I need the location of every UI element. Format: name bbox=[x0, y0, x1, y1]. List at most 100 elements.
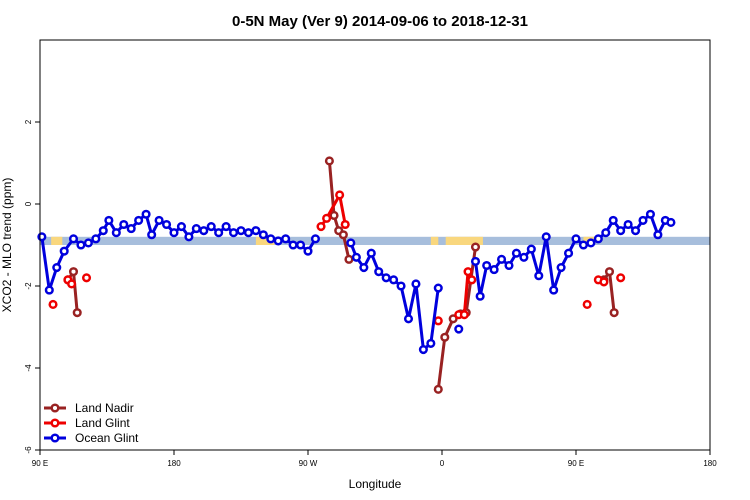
data-point bbox=[645, 209, 655, 219]
band-fill bbox=[40, 236, 710, 245]
band-highlight bbox=[445, 236, 483, 245]
data-point bbox=[335, 190, 345, 200]
data-point bbox=[556, 263, 566, 273]
data-point bbox=[666, 217, 676, 227]
band-highlight bbox=[255, 236, 275, 245]
data-point bbox=[599, 277, 609, 287]
data-point bbox=[601, 228, 611, 238]
data-point bbox=[351, 252, 361, 262]
data-point bbox=[497, 254, 507, 264]
data-point bbox=[374, 267, 384, 277]
data-point bbox=[310, 234, 320, 244]
data-point bbox=[470, 242, 481, 252]
data-point bbox=[403, 314, 414, 324]
data-point bbox=[199, 226, 209, 236]
band-highlight bbox=[430, 236, 439, 245]
data-point bbox=[111, 228, 121, 238]
series-layer bbox=[37, 156, 676, 394]
data-point bbox=[389, 275, 399, 285]
data-point bbox=[433, 384, 443, 394]
data-point bbox=[653, 230, 663, 240]
data-point bbox=[154, 215, 164, 225]
data-point bbox=[329, 210, 339, 221]
y-tick-label: -4 bbox=[24, 364, 33, 372]
data-point bbox=[578, 240, 588, 250]
data-point bbox=[72, 308, 82, 318]
legend-item: Land Nadir bbox=[44, 401, 134, 415]
data-point bbox=[83, 238, 93, 248]
data-point bbox=[303, 246, 313, 256]
data-point bbox=[52, 263, 62, 273]
x-tick-label: 90 E bbox=[32, 459, 48, 468]
data-point bbox=[281, 234, 291, 244]
data-point bbox=[526, 244, 536, 254]
data-point bbox=[162, 219, 172, 230]
data-point bbox=[126, 224, 136, 234]
chart-title: 0-5N May (Ver 9) 2014-09-06 to 2018-12-3… bbox=[232, 13, 528, 30]
y-axis-label: XCO2 - MLO trend (ppm) bbox=[0, 178, 14, 313]
data-point bbox=[631, 226, 641, 236]
data-point bbox=[511, 248, 521, 258]
data-point bbox=[322, 213, 332, 223]
data-point bbox=[467, 275, 477, 285]
data-point bbox=[571, 234, 581, 244]
data-point bbox=[91, 234, 101, 244]
data-point bbox=[489, 265, 499, 275]
data-point bbox=[76, 240, 86, 250]
y-tick-label: 2 bbox=[24, 119, 33, 124]
data-point bbox=[586, 238, 596, 248]
data-point bbox=[258, 230, 268, 240]
data-point bbox=[504, 260, 514, 271]
data-point bbox=[616, 273, 626, 283]
data-point bbox=[176, 222, 186, 232]
data-point bbox=[459, 310, 469, 320]
data-point bbox=[266, 234, 276, 244]
data-point bbox=[221, 222, 231, 232]
data-point bbox=[338, 230, 348, 240]
data-point bbox=[98, 226, 108, 236]
x-axis-label: Longitude bbox=[349, 477, 402, 491]
data-point bbox=[609, 308, 619, 318]
data-point bbox=[214, 228, 224, 238]
data-point bbox=[475, 291, 485, 301]
data-point bbox=[68, 234, 79, 244]
y-axis: -6 -4 -2 0 2 bbox=[24, 119, 40, 454]
data-point bbox=[541, 232, 551, 242]
legend-label: Land Glint bbox=[75, 416, 130, 430]
series-land-glint bbox=[48, 190, 626, 326]
data-point bbox=[169, 228, 179, 238]
data-point bbox=[433, 316, 443, 326]
legend-label: Ocean Glint bbox=[75, 431, 139, 445]
x-tick-label: 0 bbox=[440, 459, 445, 468]
y-tick-label: 0 bbox=[24, 201, 33, 206]
data-point bbox=[324, 156, 334, 166]
data-point bbox=[340, 219, 350, 230]
data-point bbox=[608, 215, 618, 225]
x-axis: 90 E 180 90 W 0 90 E 180 bbox=[32, 450, 717, 468]
data-point bbox=[418, 345, 428, 355]
data-point bbox=[251, 226, 261, 236]
data-point bbox=[316, 222, 326, 232]
data-point bbox=[549, 285, 559, 295]
data-point bbox=[638, 215, 648, 225]
data-point bbox=[448, 314, 458, 324]
data-point bbox=[206, 222, 216, 232]
data-point bbox=[68, 267, 79, 277]
series-line bbox=[349, 242, 440, 352]
data-point bbox=[134, 215, 144, 225]
data-point bbox=[411, 279, 421, 289]
data-point bbox=[433, 283, 443, 293]
data-point bbox=[519, 252, 529, 262]
data-point bbox=[482, 260, 492, 271]
data-point bbox=[81, 273, 92, 283]
series-line bbox=[319, 193, 347, 228]
y-tick-label: -2 bbox=[24, 282, 33, 290]
plot-frame bbox=[39, 39, 711, 451]
data-point bbox=[119, 219, 129, 230]
data-point bbox=[296, 240, 306, 250]
data-point bbox=[184, 232, 194, 242]
data-point bbox=[454, 324, 464, 334]
band-highlight bbox=[51, 236, 63, 245]
data-point bbox=[344, 254, 354, 264]
